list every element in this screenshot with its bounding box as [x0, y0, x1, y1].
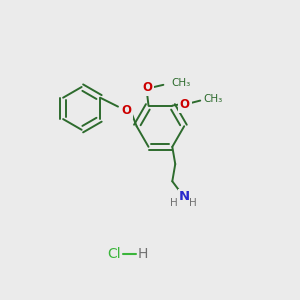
Text: O: O: [121, 104, 131, 117]
Text: CH₃: CH₃: [172, 78, 191, 88]
Text: Cl: Cl: [107, 247, 121, 261]
Text: O: O: [142, 81, 152, 94]
Text: H: H: [137, 247, 148, 261]
Text: O: O: [180, 98, 190, 111]
Text: H: H: [170, 198, 178, 208]
Text: CH₃: CH₃: [204, 94, 223, 104]
Text: H: H: [189, 198, 197, 208]
Text: N: N: [179, 190, 190, 203]
